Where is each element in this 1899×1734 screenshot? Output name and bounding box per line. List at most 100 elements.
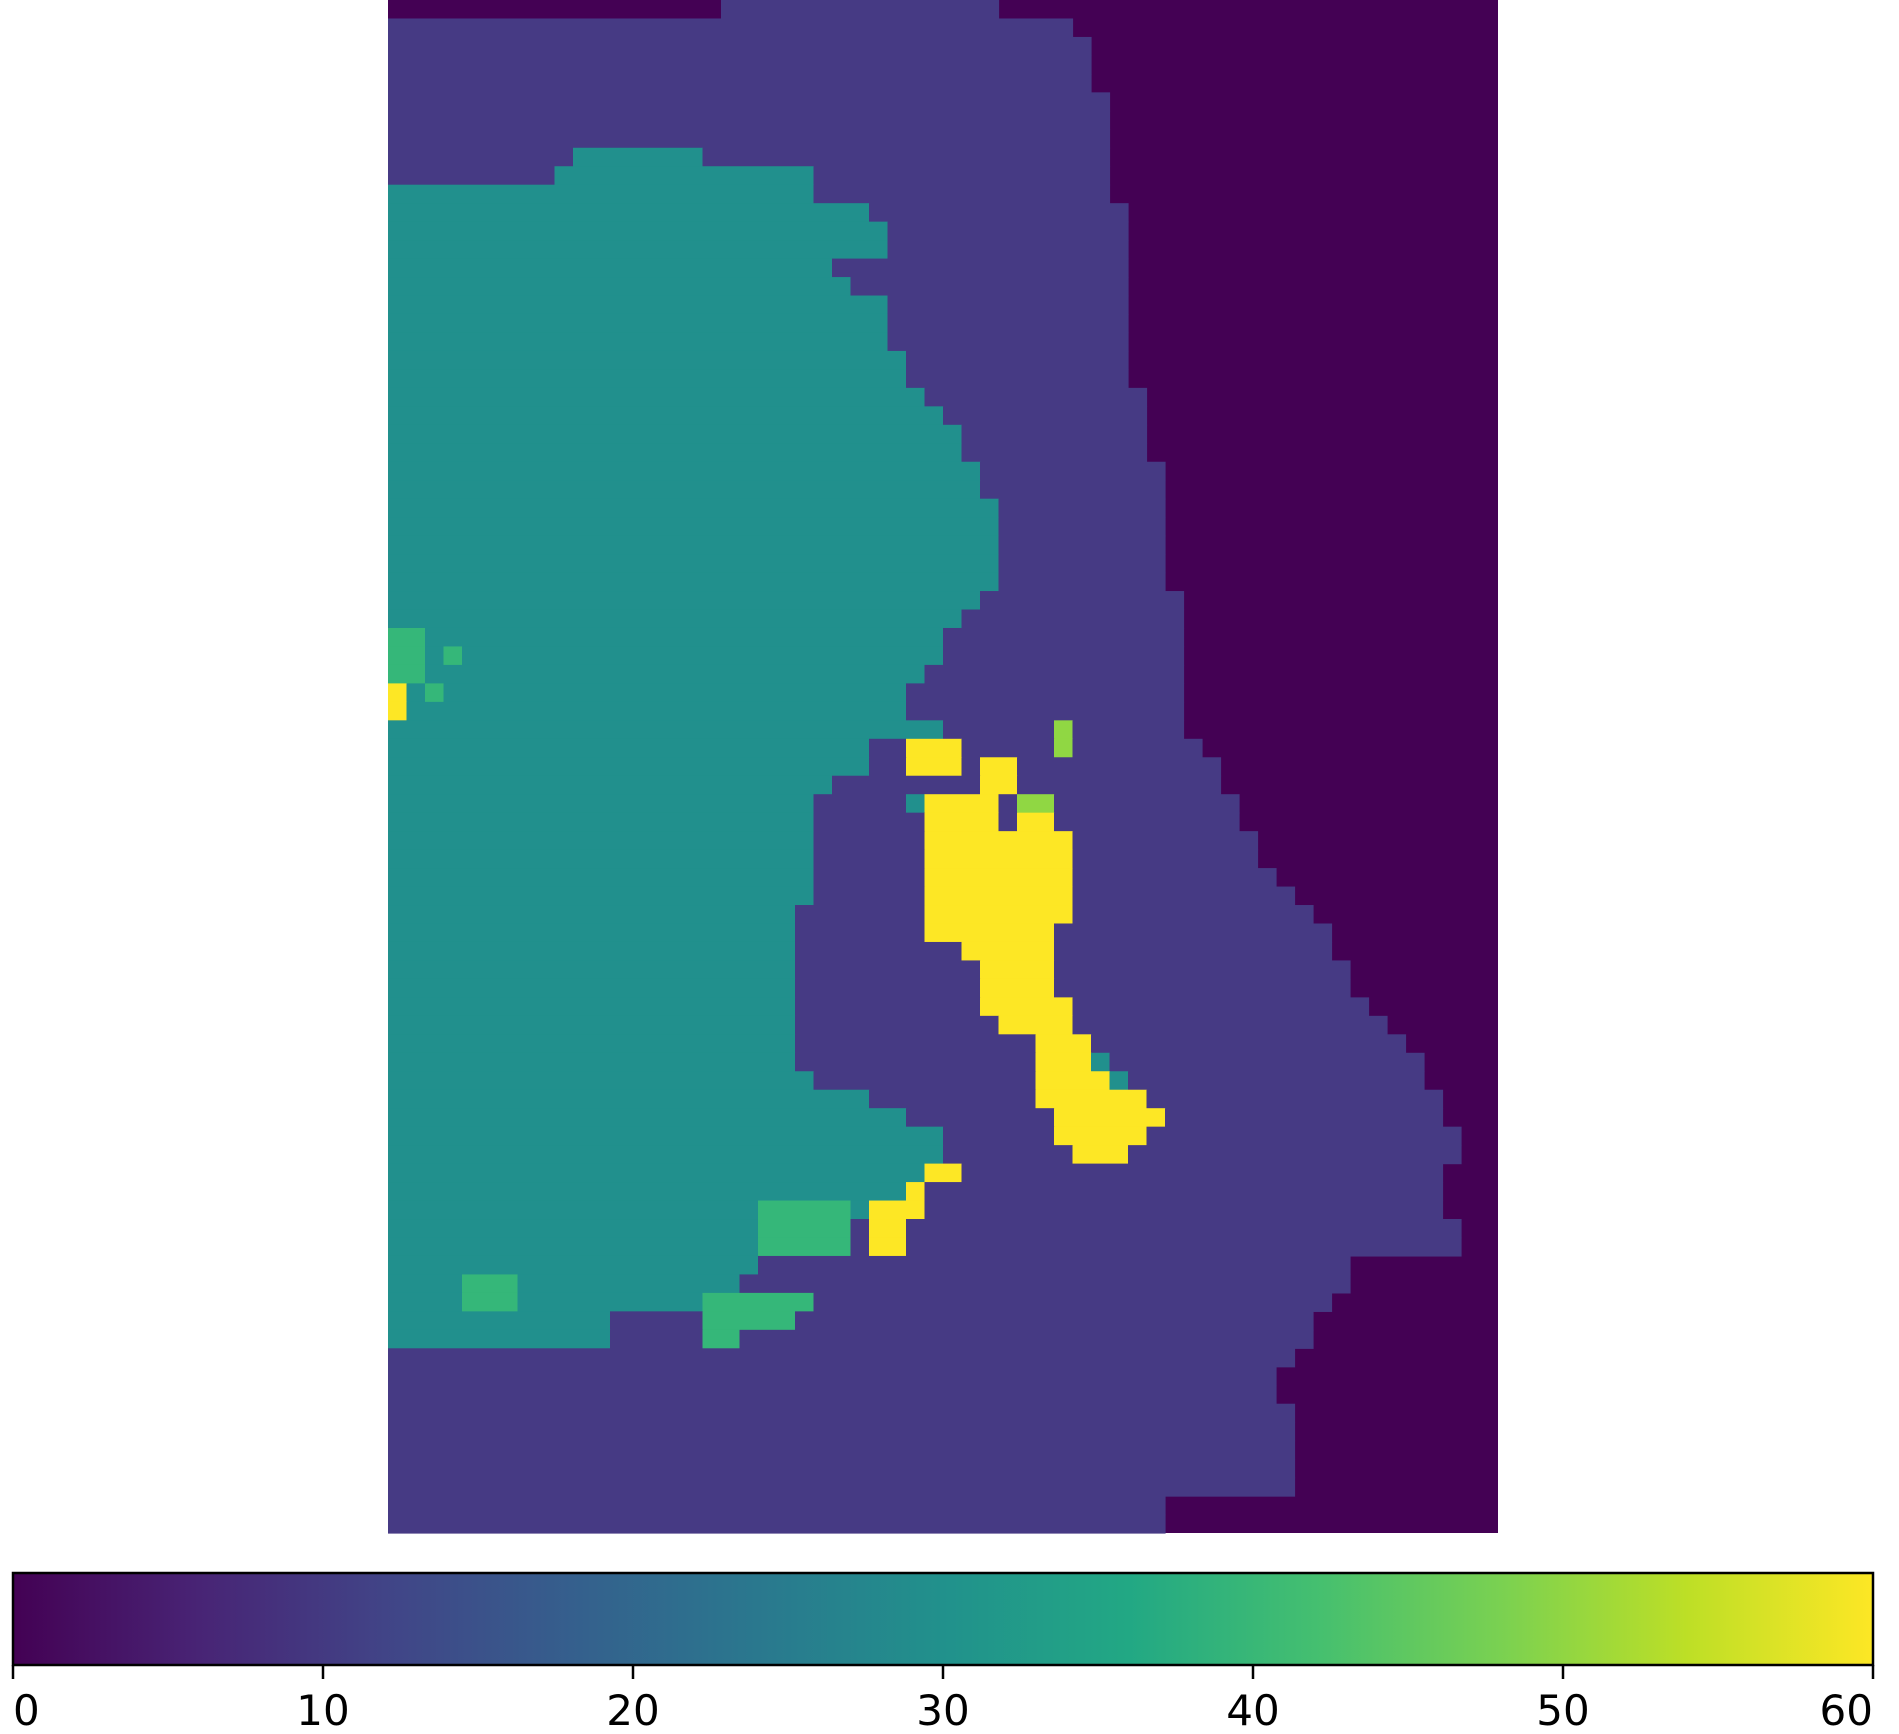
heatmap-cell-run [388,1108,907,1128]
heatmap-cell-run [388,683,408,703]
heatmap-cell-run [832,258,1129,278]
heatmap-cell-run [388,1477,1296,1497]
heatmap-cell-run [721,0,1000,20]
heatmap-cell-run [1072,1015,1388,1035]
heatmap-cell-run [388,1163,926,1183]
heatmap-cell-run [388,406,944,426]
heatmap-cell-run [924,923,1055,943]
heatmap-cell-run [961,1163,1444,1183]
heatmap-cell-run [388,609,963,629]
heatmap-cell-run [869,757,907,777]
heatmap-cell-run [924,794,1000,814]
heatmap-cell-run [906,757,963,777]
heatmap-cell-run [388,110,1111,130]
heatmap-cell-run [924,905,1074,925]
heatmap-cell-run [998,572,1166,592]
heatmap-cell-run [388,701,408,721]
heatmap-cell-run [739,1329,1314,1349]
heatmap-cell-run [388,129,1111,149]
heatmap-cell-run [887,295,1129,315]
heatmap-cell-run [961,424,1148,444]
heatmap-cell-run [961,609,1185,629]
colorbar-tick-label: 0 [13,1686,40,1734]
heatmap-cell-run [1128,1071,1425,1091]
heatmap-cell-run [388,332,889,352]
heatmap-cell-run [1017,775,1222,795]
heatmap-cell-run [758,1255,1351,1276]
heatmap-cell-run [388,572,1000,592]
heatmap-cell-run [1072,997,1370,1017]
heatmap-cell-run [906,738,963,758]
heatmap-cell-run [998,498,1166,518]
heatmap-cell-run [980,757,1018,777]
heatmap-cell-run [1035,1071,1111,1091]
heatmap-cell-run [998,517,1166,537]
colorbar-tick-label: 10 [296,1686,349,1734]
heatmap-cell-run [906,1237,1462,1257]
heatmap-cell-run [443,646,463,666]
heatmap-cell-run [388,498,1000,518]
heatmap-cell-run [813,812,926,832]
heatmap-cell-run [388,461,981,481]
heatmap-cell-run [443,683,907,703]
heatmap-cell-run [924,886,1074,906]
heatmap-cell-run [388,1348,1296,1368]
colorbar-ticks: 0 10 20 30 40 50 60 [11,1665,1875,1734]
heatmap-cell-run [610,1311,704,1331]
heatmap-cell-run [906,794,926,814]
heatmap-cell-run [388,978,796,998]
heatmap-cell-run [388,664,426,684]
heatmap-cell-run [554,166,815,186]
heatmap-cell-run [462,1292,519,1312]
heatmap-cell-run [961,738,1055,758]
heatmap-cell-run [388,1440,1296,1460]
heatmap-cell-run [869,1237,907,1257]
heatmap-cell-run [388,18,1074,38]
heatmap-cell-run [813,166,1111,186]
heatmap-cell-run [388,147,574,167]
heatmap-cell-run [1054,960,1351,980]
heatmap-cell-run [1091,1052,1111,1072]
heatmap-cell-run [388,1145,944,1165]
heatmap-cell-run [1054,923,1333,943]
heatmap-cell-run [1165,1108,1444,1128]
heatmap-cell-run [998,554,1166,574]
heatmap-cell-run [795,1052,1037,1072]
heatmap-cell-run [906,701,1185,721]
heatmap-cell-run [425,646,445,666]
heatmap-cell-run [388,794,815,814]
heatmap-cell-run [1146,1089,1444,1109]
heatmap-cell-run [388,277,852,297]
heatmap-cell-run [388,812,815,832]
heatmap-cell-run [1054,720,1074,740]
heatmap-cell-run [388,1403,1296,1423]
heatmap-cell-run [980,775,1018,795]
heatmap-cell-run [924,664,1185,684]
heatmap-cell-run [813,831,926,851]
heatmap-cell-run [758,1237,852,1257]
heatmap-cell-run [1072,1145,1129,1165]
heatmap-cell-run [980,480,1166,500]
heatmap-cell-run [388,1200,759,1220]
heatmap-cell-run [388,831,815,851]
heatmap-cell-run [739,1274,1351,1294]
heatmap-cell-run [887,332,1129,352]
heatmap-cell-run [1109,1052,1425,1072]
heatmap-cell-run [388,1182,907,1202]
heatmap-cell-run [980,960,1055,980]
heatmap-cell-run [388,36,1092,57]
heatmap-cell-run [388,1237,759,1257]
heatmap-cell-run [813,849,926,869]
colorbar-tick-label: 60 [1820,1686,1873,1734]
heatmap-cell-run [702,147,1111,167]
heatmap-cell-run [388,554,1000,574]
heatmap-cell-run [943,627,1185,648]
heatmap-cell-run [388,849,815,869]
heatmap-cell-run [943,720,1055,740]
heatmap-cell-run [943,406,1148,426]
heatmap-cell-run [388,350,907,370]
heatmap-cell-run [388,905,796,925]
heatmap-cell-run [1091,1034,1407,1054]
heatmap-cell-run [795,960,981,980]
